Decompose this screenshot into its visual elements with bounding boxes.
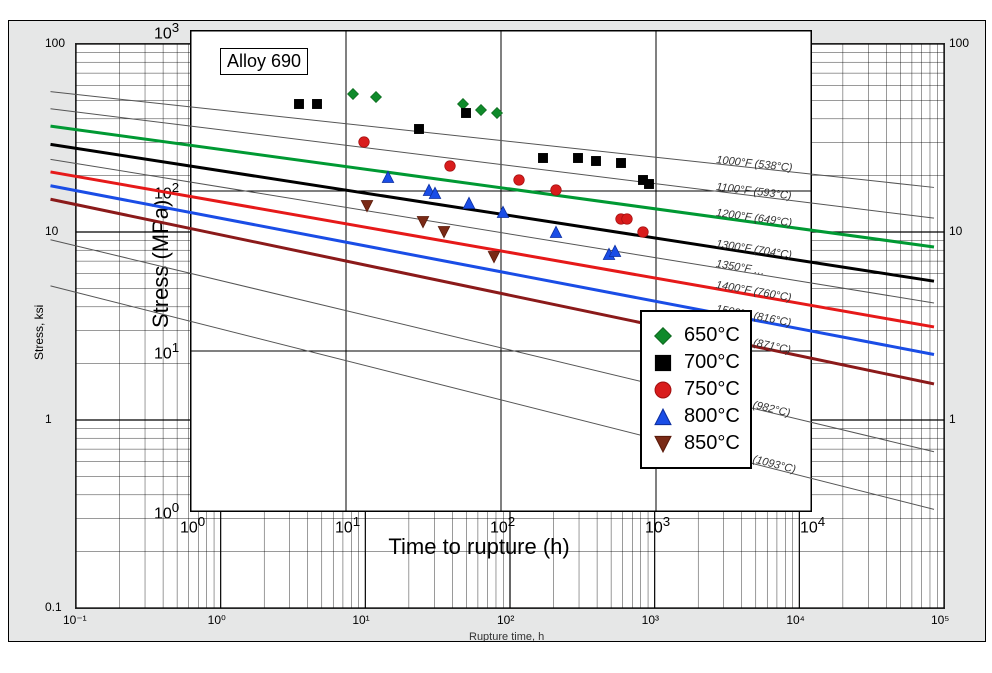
data-point-850 — [487, 251, 500, 264]
inner-x-tick: 100 — [180, 514, 205, 537]
legend-row: 850°C — [652, 432, 740, 455]
outer-y-label: Stress, ksi — [32, 305, 46, 360]
outer-yl-tick: 100 — [45, 36, 65, 50]
outer-x-label: Rupture time, h — [469, 631, 544, 642]
legend-row: 800°C — [652, 405, 740, 428]
data-point-850 — [416, 216, 429, 229]
data-point-700 — [460, 108, 471, 119]
data-point-700 — [591, 156, 602, 167]
legend-row: 750°C — [652, 378, 740, 401]
data-point-700 — [572, 153, 583, 164]
data-point-800 — [382, 171, 395, 184]
data-point-850 — [360, 200, 373, 213]
legend-marker-icon — [652, 325, 674, 347]
inner-y-tick: 103 — [154, 20, 179, 43]
outer-x-tick: 10⁵ — [931, 613, 949, 627]
legend-label: 850°C — [684, 432, 740, 455]
data-point-800 — [428, 187, 441, 200]
legend-marker-icon — [652, 406, 674, 428]
legend-label: 800°C — [684, 405, 740, 428]
outer-yl-tick: 1 — [45, 412, 52, 426]
outer-x-tick: 10² — [497, 613, 514, 627]
legend-label: 750°C — [684, 378, 740, 401]
outer-x-tick: 10⁻¹ — [63, 613, 87, 627]
legend-label: 650°C — [684, 324, 740, 347]
legend-label: 700°C — [684, 351, 740, 374]
outer-yr-tick: 100 — [949, 36, 969, 50]
data-point-750 — [513, 174, 525, 186]
data-point-800 — [608, 244, 621, 257]
data-point-700 — [293, 98, 304, 109]
data-point-650 — [370, 91, 382, 103]
data-point-750 — [621, 213, 633, 225]
inner-x-tick: 101 — [335, 514, 360, 537]
outer-yl-tick: 10 — [45, 224, 58, 238]
data-point-750 — [637, 226, 649, 238]
outer-x-tick: 10¹ — [352, 613, 369, 627]
data-point-700 — [643, 178, 654, 189]
data-point-750 — [358, 136, 370, 148]
outer-yl-tick: 0.1 — [45, 600, 62, 614]
legend-row: 700°C — [652, 351, 740, 374]
legend-marker-icon — [652, 352, 674, 374]
inner-y-label: Stress (MPa) — [148, 199, 174, 327]
outer-x-tick: 10⁴ — [786, 613, 805, 627]
inner-x-tick: 104 — [800, 514, 825, 537]
legend-marker-icon — [652, 379, 674, 401]
inner-y-tick: 101 — [154, 340, 179, 363]
data-point-800 — [549, 225, 562, 238]
data-point-700 — [538, 153, 549, 164]
outer-yr-tick: 1 — [949, 412, 956, 426]
outer-yr-tick: 10 — [949, 224, 962, 238]
data-point-650 — [491, 107, 503, 119]
data-point-750 — [550, 184, 562, 196]
data-point-750 — [444, 160, 456, 172]
page: 10⁻¹ 10⁰ 10¹ 10² 10³ 10⁴ 10⁵ Rupture time, h 0.1… — [0, 0, 992, 673]
legend-row: 650°C — [652, 324, 740, 347]
data-point-700 — [312, 98, 323, 109]
outer-x-tick: 10³ — [642, 613, 659, 627]
inner-y-tick: 100 — [154, 500, 179, 523]
data-point-850 — [438, 225, 451, 238]
data-point-700 — [615, 157, 626, 168]
outer-x-tick: 10⁰ — [208, 613, 226, 627]
data-point-800 — [497, 206, 510, 219]
data-point-650 — [347, 88, 359, 100]
inner-x-label: Time to rupture (h) — [388, 534, 569, 560]
chart-title: Alloy 690 — [220, 48, 308, 75]
data-point-800 — [463, 196, 476, 209]
data-point-650 — [475, 104, 487, 116]
legend-marker-icon — [652, 433, 674, 455]
data-point-700 — [414, 124, 425, 135]
inner-x-tick: 103 — [645, 514, 670, 537]
legend: 650°C 700°C 750°C 800°C 850°C — [640, 310, 752, 469]
